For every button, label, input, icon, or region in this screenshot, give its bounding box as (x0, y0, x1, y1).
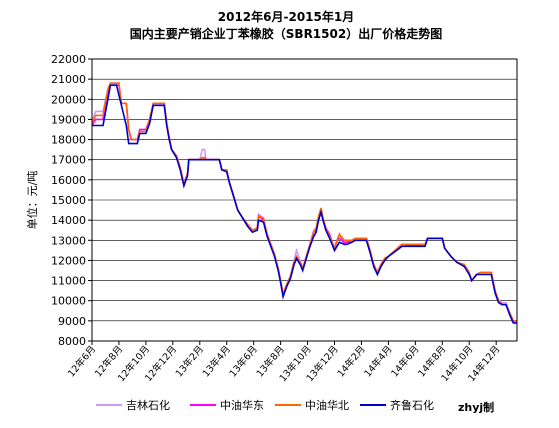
y-tick-label: 16000 (51, 174, 86, 187)
y-axis-ticks: 8000 9000 10000 11000 12000 13000 14000 15000 16… (51, 53, 92, 348)
y-tick-label: 11000 (51, 275, 86, 288)
y-tick-label: 13000 (51, 234, 86, 247)
x-tick-label: 13年2月 (173, 343, 206, 379)
y-tick-label: 19000 (51, 113, 86, 126)
y-axis-label: 单位：元/吨 (25, 171, 39, 230)
legend-label: 齐鲁石化 (390, 398, 434, 412)
chart-subtitle: 国内主要产销企业丁苯橡胶（SBR1502）出厂价格走势图 (130, 26, 442, 41)
y-tick-label: 8000 (58, 335, 86, 348)
legend-label: 中油华北 (305, 398, 349, 412)
y-tick-label: 14000 (51, 214, 86, 227)
y-tick-label: 15000 (51, 194, 86, 207)
series-line (92, 84, 517, 324)
x-tick-label: 14年2月 (335, 343, 368, 379)
plot-area-frame (91, 58, 518, 342)
y-tick-label: 18000 (51, 134, 86, 147)
credit-label: zhyj制 (458, 400, 494, 414)
series-line (91, 82, 517, 322)
y-tick-label: 10000 (51, 295, 86, 308)
x-tick-label: 13年6月 (227, 343, 260, 379)
x-axis-ticks: 12年6月12年8月12年10月12年12月13年2月13年4月13年6月13年… (65, 341, 502, 384)
legend-label: 吉林石化 (126, 398, 170, 412)
x-tick-label: 13年4月 (200, 343, 233, 379)
y-tick-label: 12000 (51, 254, 86, 267)
gridlines (92, 58, 517, 342)
legend-label: 中油华东 (220, 398, 264, 412)
x-tick-label: 14年6月 (389, 343, 422, 379)
y-tick-label: 22000 (51, 53, 86, 66)
series-line (91, 82, 517, 322)
series-line (91, 84, 517, 322)
y-tick-label: 20000 (51, 93, 86, 106)
y-tick-label: 9000 (58, 315, 86, 328)
chart-title: 2012年6月-2015年1月 (218, 9, 354, 24)
y-tick-label: 17000 (51, 154, 86, 167)
x-tick-label: 14年4月 (362, 343, 395, 379)
legend: 吉林石化 中油华东 中油华北 齐鲁石化 (96, 398, 434, 412)
y-tick-label: 21000 (51, 73, 86, 86)
x-tick-label: 12年6月 (65, 343, 98, 379)
series-lines (91, 82, 517, 324)
